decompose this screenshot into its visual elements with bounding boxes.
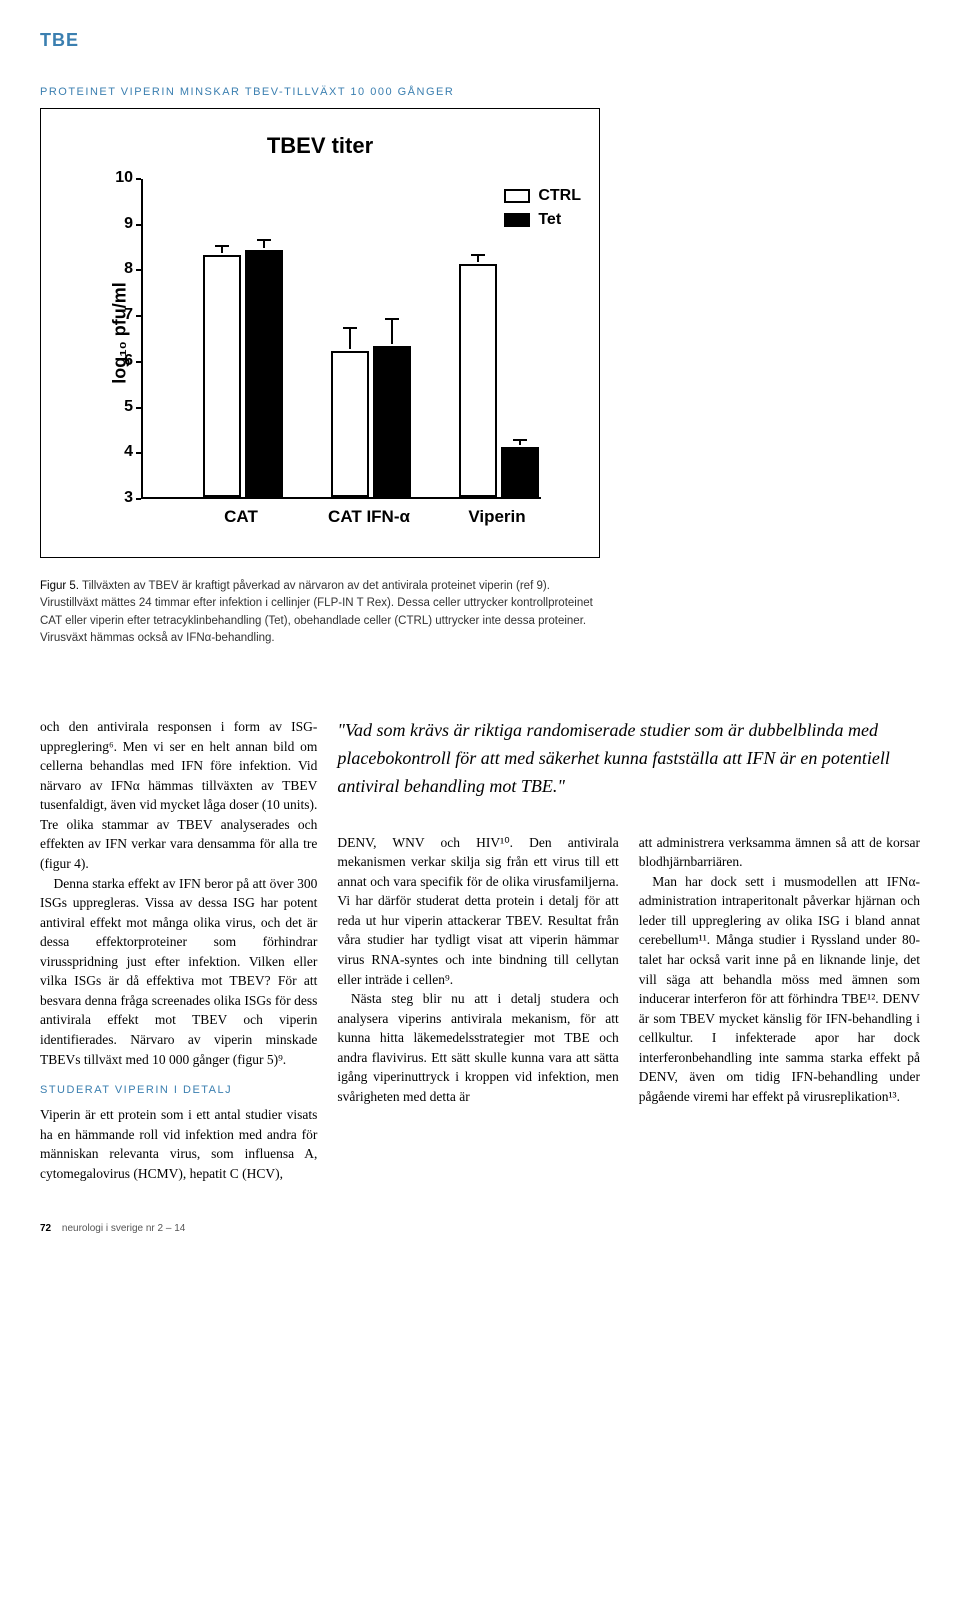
y-tick-label: 5 <box>103 398 133 416</box>
y-tick-label: 7 <box>103 306 133 324</box>
y-tick-label: 10 <box>103 169 133 187</box>
y-tick-label: 3 <box>103 489 133 507</box>
y-tick-label: 9 <box>103 215 133 233</box>
pull-quote: "Vad som krävs är riktiga randomiserade … <box>337 717 920 801</box>
y-tick-label: 8 <box>103 260 133 278</box>
y-tick-label: 4 <box>103 443 133 461</box>
x-category-label: Viperin <box>468 507 525 527</box>
col1-subhead: STUDERAT VIPERIN I DETALJ <box>40 1083 317 1099</box>
chart-legend: CTRL Tet <box>504 187 581 235</box>
legend-swatch-ctrl <box>504 189 530 203</box>
page-number: 72 <box>40 1223 51 1234</box>
journal-ref: neurologi i sverige nr 2 – 14 <box>62 1223 185 1234</box>
bar-tet-2 <box>501 447 539 497</box>
col1-para2: Denna starka effekt av IFN beror på att … <box>40 874 317 1070</box>
column-23-wrap: "Vad som krävs är riktiga randomiserade … <box>337 717 920 1183</box>
chart-plot-area <box>141 179 541 499</box>
col3-para1: att administrera verksamma ämnen så att … <box>639 833 920 872</box>
figure-label: Figur 5. <box>40 580 79 592</box>
chart-title: TBEV titer <box>41 133 599 159</box>
bar-tet-1 <box>373 346 411 497</box>
figure-caption-text: Tillväxten av TBEV är kraftigt påverkad … <box>40 580 593 644</box>
col1-para1: och den antivirala responsen i form av I… <box>40 717 317 874</box>
legend-label-tet: Tet <box>538 211 561 229</box>
bar-chart: TBEV titer log₁₀ pfu/ml 345678910 CATCAT… <box>40 108 600 558</box>
bar-ctrl-2 <box>459 264 497 497</box>
legend-item-ctrl: CTRL <box>504 187 581 205</box>
page-footer: 72 neurologi i sverige nr 2 – 14 <box>40 1223 920 1234</box>
col1-para3: Viperin är ett protein som i ett antal s… <box>40 1105 317 1183</box>
col3-para2: Man har dock sett i musmodellen att IFNα… <box>639 872 920 1107</box>
column-2: DENV, WNV och HIV¹⁰. Den antivirala meka… <box>337 833 618 1107</box>
x-category-label: CAT IFN-α <box>328 507 410 527</box>
figure-caption: Figur 5. Tillväxten av TBEV är kraftigt … <box>40 578 600 647</box>
legend-swatch-tet <box>504 213 530 227</box>
col2-para1: DENV, WNV och HIV¹⁰. Den antivirala meka… <box>337 833 618 990</box>
bar-ctrl-1 <box>331 351 369 497</box>
column-1: och den antivirala responsen i form av I… <box>40 717 317 1183</box>
body-columns: och den antivirala responsen i form av I… <box>40 717 920 1183</box>
x-category-label: CAT <box>224 507 258 527</box>
bar-tet-0 <box>245 250 283 497</box>
figure-title: PROTEINET VIPERIN MINSKAR TBEV-TILLVÄXT … <box>40 86 920 98</box>
legend-item-tet: Tet <box>504 211 581 229</box>
y-tick-label: 6 <box>103 352 133 370</box>
col2-para2: Nästa steg blir nu att i detalj studera … <box>337 989 618 1106</box>
legend-label-ctrl: CTRL <box>538 187 581 205</box>
bar-ctrl-0 <box>203 255 241 497</box>
section-tag: TBE <box>40 30 920 51</box>
column-3: att administrera verksamma ämnen så att … <box>639 833 920 1107</box>
